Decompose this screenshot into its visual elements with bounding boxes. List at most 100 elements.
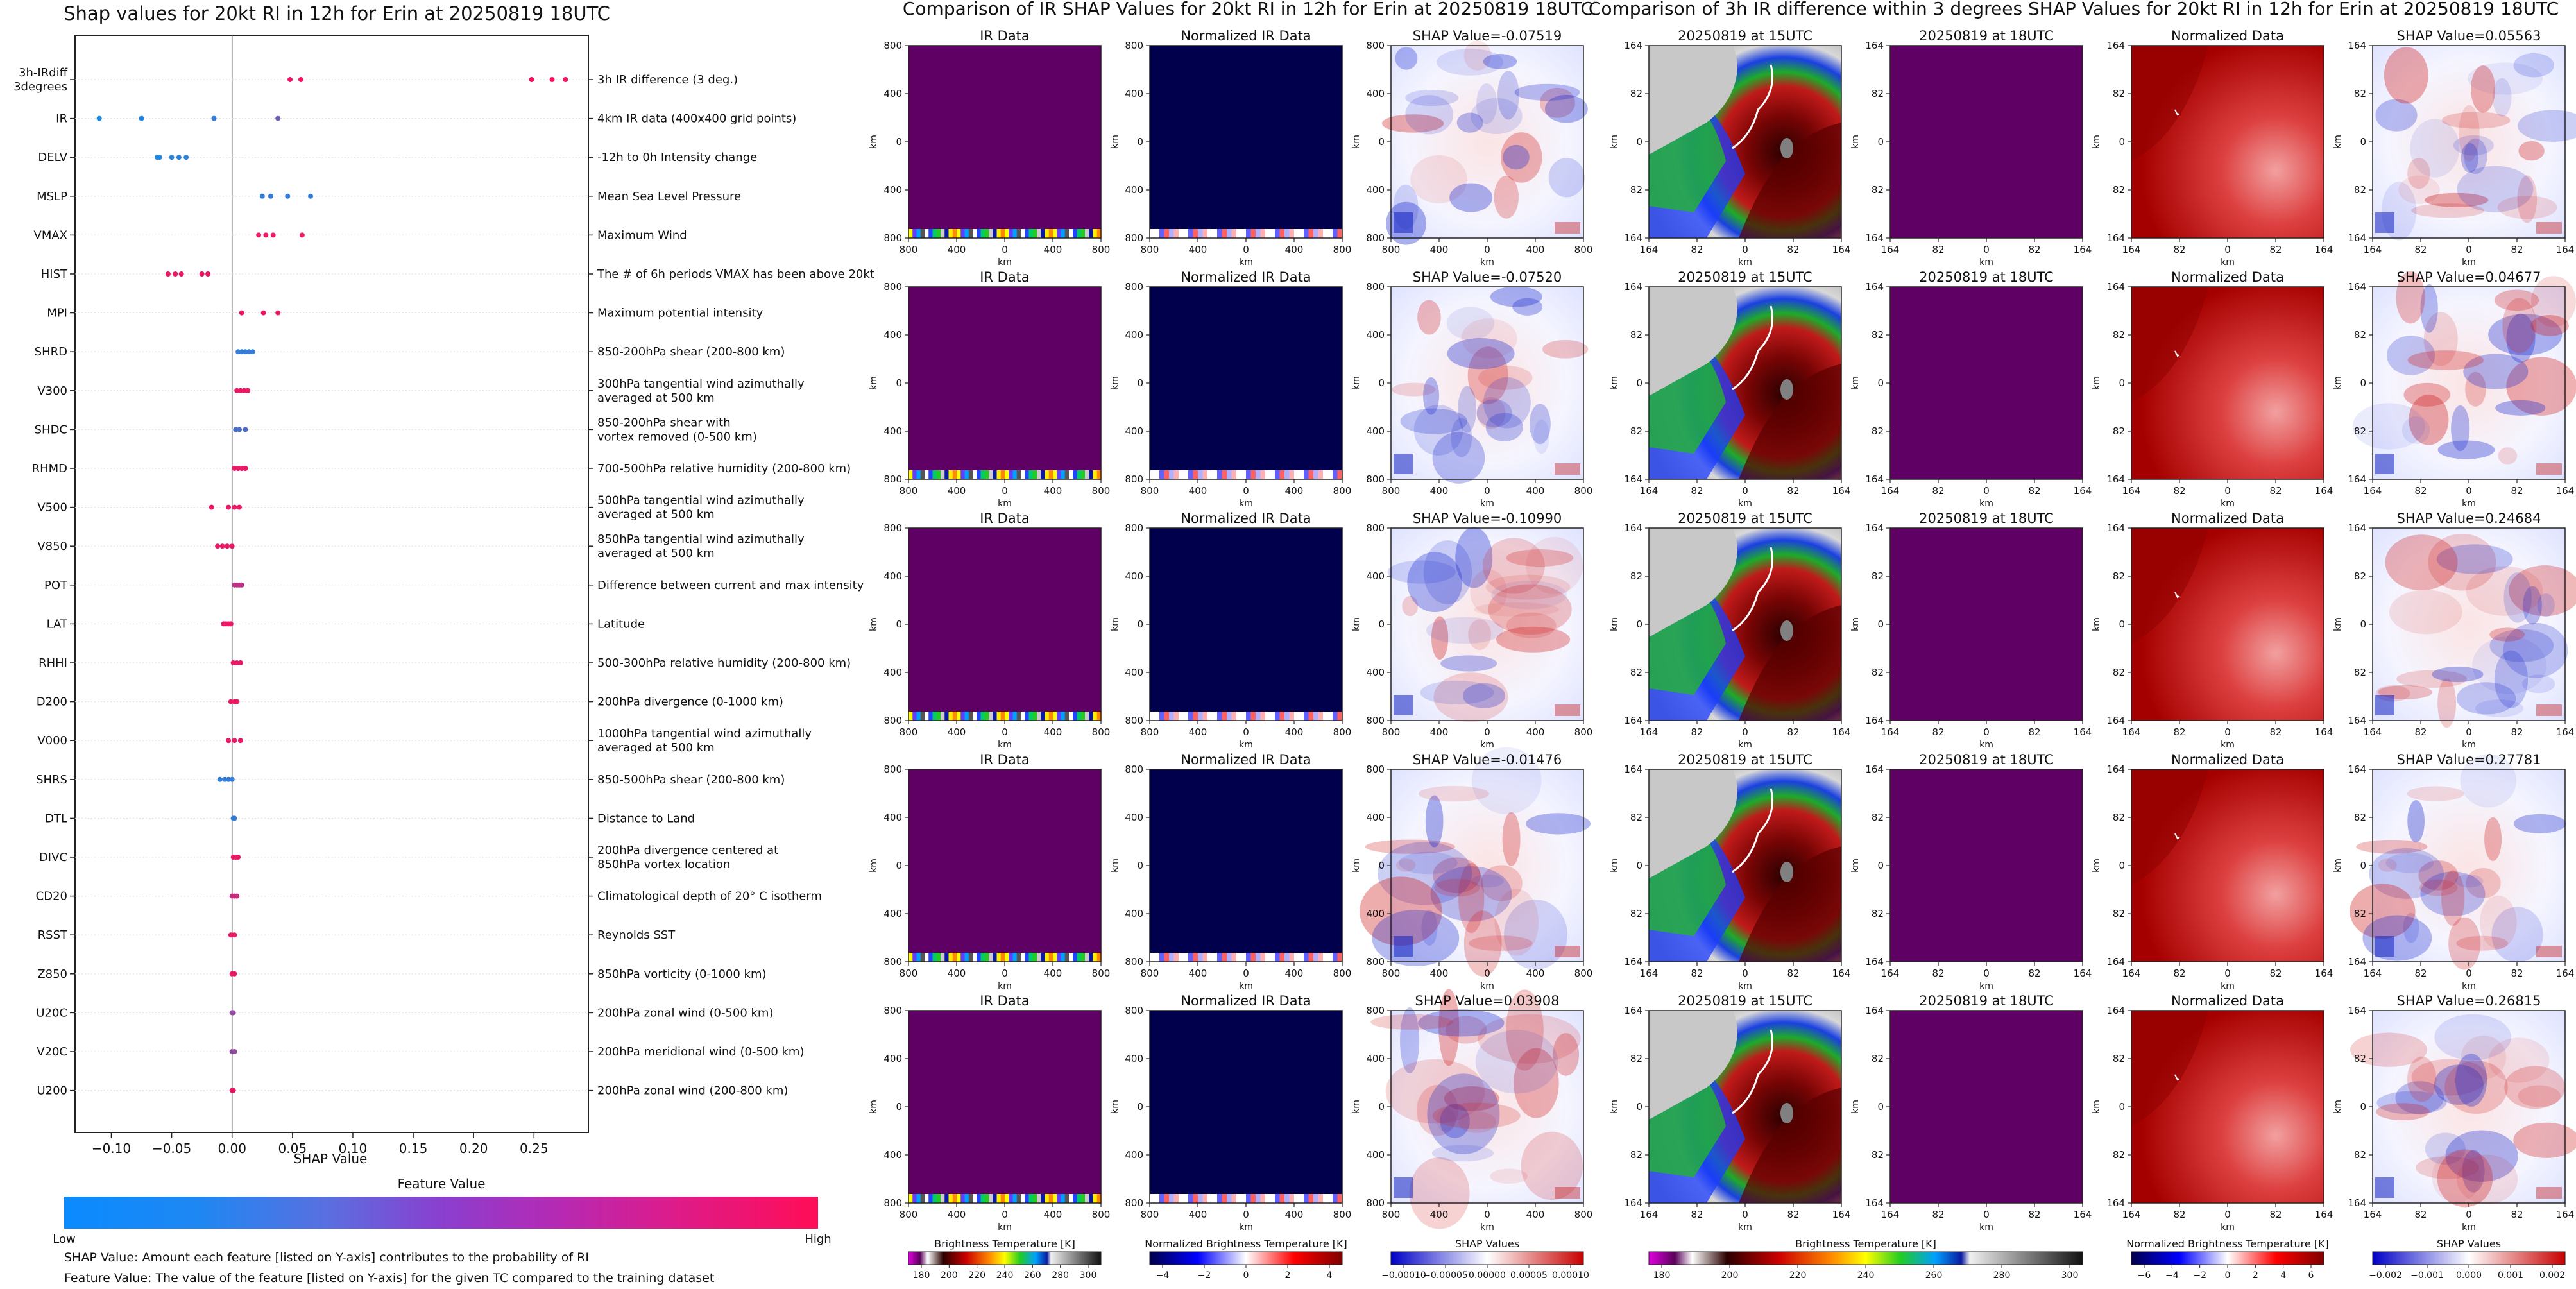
ir-strip-cell xyxy=(980,1194,985,1203)
norm-strip-cell xyxy=(1154,470,1160,479)
shap-blob xyxy=(1399,851,1458,875)
ir-comparison-panel: Comparison of IR SHAP Values for 20kt RI… xyxy=(869,0,1593,1281)
y-axis-label: km xyxy=(1351,135,1361,149)
norm-strip-cell xyxy=(1294,229,1299,238)
feature-description: The # of 6h periods VMAX has been above … xyxy=(597,268,874,281)
y-tick-label: 164 xyxy=(1624,40,1642,51)
norm-strip-cell xyxy=(1246,1194,1251,1203)
x-tick-label: 800 xyxy=(1574,1209,1593,1220)
y-axis-label: km xyxy=(2333,135,2343,149)
shap-blob xyxy=(2376,1091,2447,1114)
ir-strip-cell xyxy=(1041,1194,1045,1203)
ir-strip-cell xyxy=(1045,229,1050,238)
ir-strip-cell xyxy=(1028,470,1034,479)
shap-blob xyxy=(2459,105,2480,162)
ir-strip-cell xyxy=(993,712,997,721)
shap-point xyxy=(239,310,244,316)
x-tick-label: 82 xyxy=(1691,726,1703,738)
ir-strip-cell xyxy=(1077,470,1082,479)
shap-blob xyxy=(2537,593,2555,617)
subplot-title: 20250819 at 15UTC xyxy=(1678,511,1813,526)
x-tick-label: 400 xyxy=(1526,726,1545,738)
feature-description: 850hPa tangential wind azimuthally averag… xyxy=(597,533,805,560)
x-tick-label: 800 xyxy=(1333,244,1352,255)
norm-strip-cell xyxy=(1270,712,1275,721)
ir-strip-cell xyxy=(912,229,917,238)
x-tick-label: 0 xyxy=(2466,726,2472,738)
x-tick-label: 800 xyxy=(900,1209,918,1220)
norm-strip-cell xyxy=(1327,229,1333,238)
norm-strip-cell xyxy=(1265,712,1270,721)
y-tick-label: 82 xyxy=(1872,667,1884,678)
shap-blob xyxy=(1409,1157,1470,1229)
y-tick-label: 400 xyxy=(1366,812,1385,823)
shap-blob xyxy=(2407,1056,2437,1102)
y-axis-label: km xyxy=(1110,617,1120,631)
ir-strip-cell xyxy=(989,712,993,721)
shap-blob xyxy=(1481,865,1523,901)
norm-strip-cell xyxy=(1227,712,1232,721)
shap-blob xyxy=(1430,866,1512,922)
shap-map-bg xyxy=(2373,769,2565,962)
shap-blob xyxy=(1407,552,1463,613)
ir-strip-cell xyxy=(973,1194,977,1203)
feature-colorbar-title: Feature Value xyxy=(398,1176,486,1191)
x-tick-label: 0.10 xyxy=(339,1141,368,1156)
ir-panel-title: Comparison of IR SHAP Values for 20kt RI… xyxy=(903,0,1593,19)
y-tick-label: 164 xyxy=(2106,764,2125,775)
shap-point xyxy=(268,193,273,199)
x-tick-label: 800 xyxy=(1333,485,1352,497)
shap-point xyxy=(219,543,225,549)
y-tick-label: 82 xyxy=(2113,667,2125,678)
shap-map-bg xyxy=(1391,46,1583,238)
x-tick-label: 800 xyxy=(1382,968,1401,979)
ir-strip-cell xyxy=(1037,712,1041,721)
x-tick-label: 800 xyxy=(1382,1209,1401,1220)
norm-strip-cell xyxy=(1188,1194,1193,1203)
norm-strip-cell xyxy=(1217,712,1222,721)
ir-strip-cell xyxy=(1032,953,1037,962)
ir-strip-cell xyxy=(993,229,997,238)
ir-strip-cell xyxy=(1069,229,1073,238)
norm-strip-cell xyxy=(1260,470,1266,479)
norm-strip-cell xyxy=(1202,1194,1208,1203)
x-tick-label: 82 xyxy=(1787,726,1799,738)
normalized-ir-image xyxy=(1150,528,1342,721)
x-tick-label: 164 xyxy=(2315,968,2333,979)
colorbar xyxy=(1390,1251,1584,1265)
shap-blob xyxy=(1494,889,1539,956)
norm-strip-cell xyxy=(1154,712,1160,721)
y-tick-label: 164 xyxy=(2106,522,2125,534)
ir-strip-cell xyxy=(1048,953,1053,962)
ir-strip-cell xyxy=(957,712,961,721)
y-tick-label: 400 xyxy=(1366,425,1385,437)
x-tick-label: 800 xyxy=(1092,244,1111,255)
shap-blob xyxy=(1474,602,1559,617)
shap-blob xyxy=(2506,357,2576,416)
ir-strip-cell xyxy=(941,470,945,479)
ir-strip-cell xyxy=(1085,229,1089,238)
shap-blob xyxy=(2462,1150,2485,1193)
shap-blob xyxy=(1521,1131,1583,1200)
x-axis-label: km xyxy=(1979,257,1993,268)
y-tick-label: 400 xyxy=(883,1053,902,1064)
ir-strip-cell xyxy=(993,1194,997,1203)
shap-blob xyxy=(1506,989,1544,1071)
y-tick-label: 164 xyxy=(2106,1005,2125,1016)
subplot-title: SHAP Value=0.05563 xyxy=(2397,28,2541,44)
y-tick-label: 82 xyxy=(2113,812,2125,823)
x-tick-label: 0 xyxy=(2466,968,2472,979)
x-tick-label: 164 xyxy=(2556,244,2575,255)
ir-strip-cell xyxy=(1005,1194,1009,1203)
ir-strip-cell xyxy=(1000,1194,1005,1203)
shap-blob xyxy=(1470,569,1507,615)
x-tick-label: 82 xyxy=(2511,1209,2523,1220)
dark-region xyxy=(2131,46,2208,161)
colorbar xyxy=(1648,1251,2083,1265)
y-tick-label: 800 xyxy=(1125,956,1143,968)
shap-blob xyxy=(1360,876,1442,946)
shap-blob xyxy=(1501,132,1542,183)
shap-point xyxy=(176,155,182,160)
y-tick-label: 800 xyxy=(1125,715,1143,726)
x-tick-label: 0 xyxy=(1243,726,1249,738)
